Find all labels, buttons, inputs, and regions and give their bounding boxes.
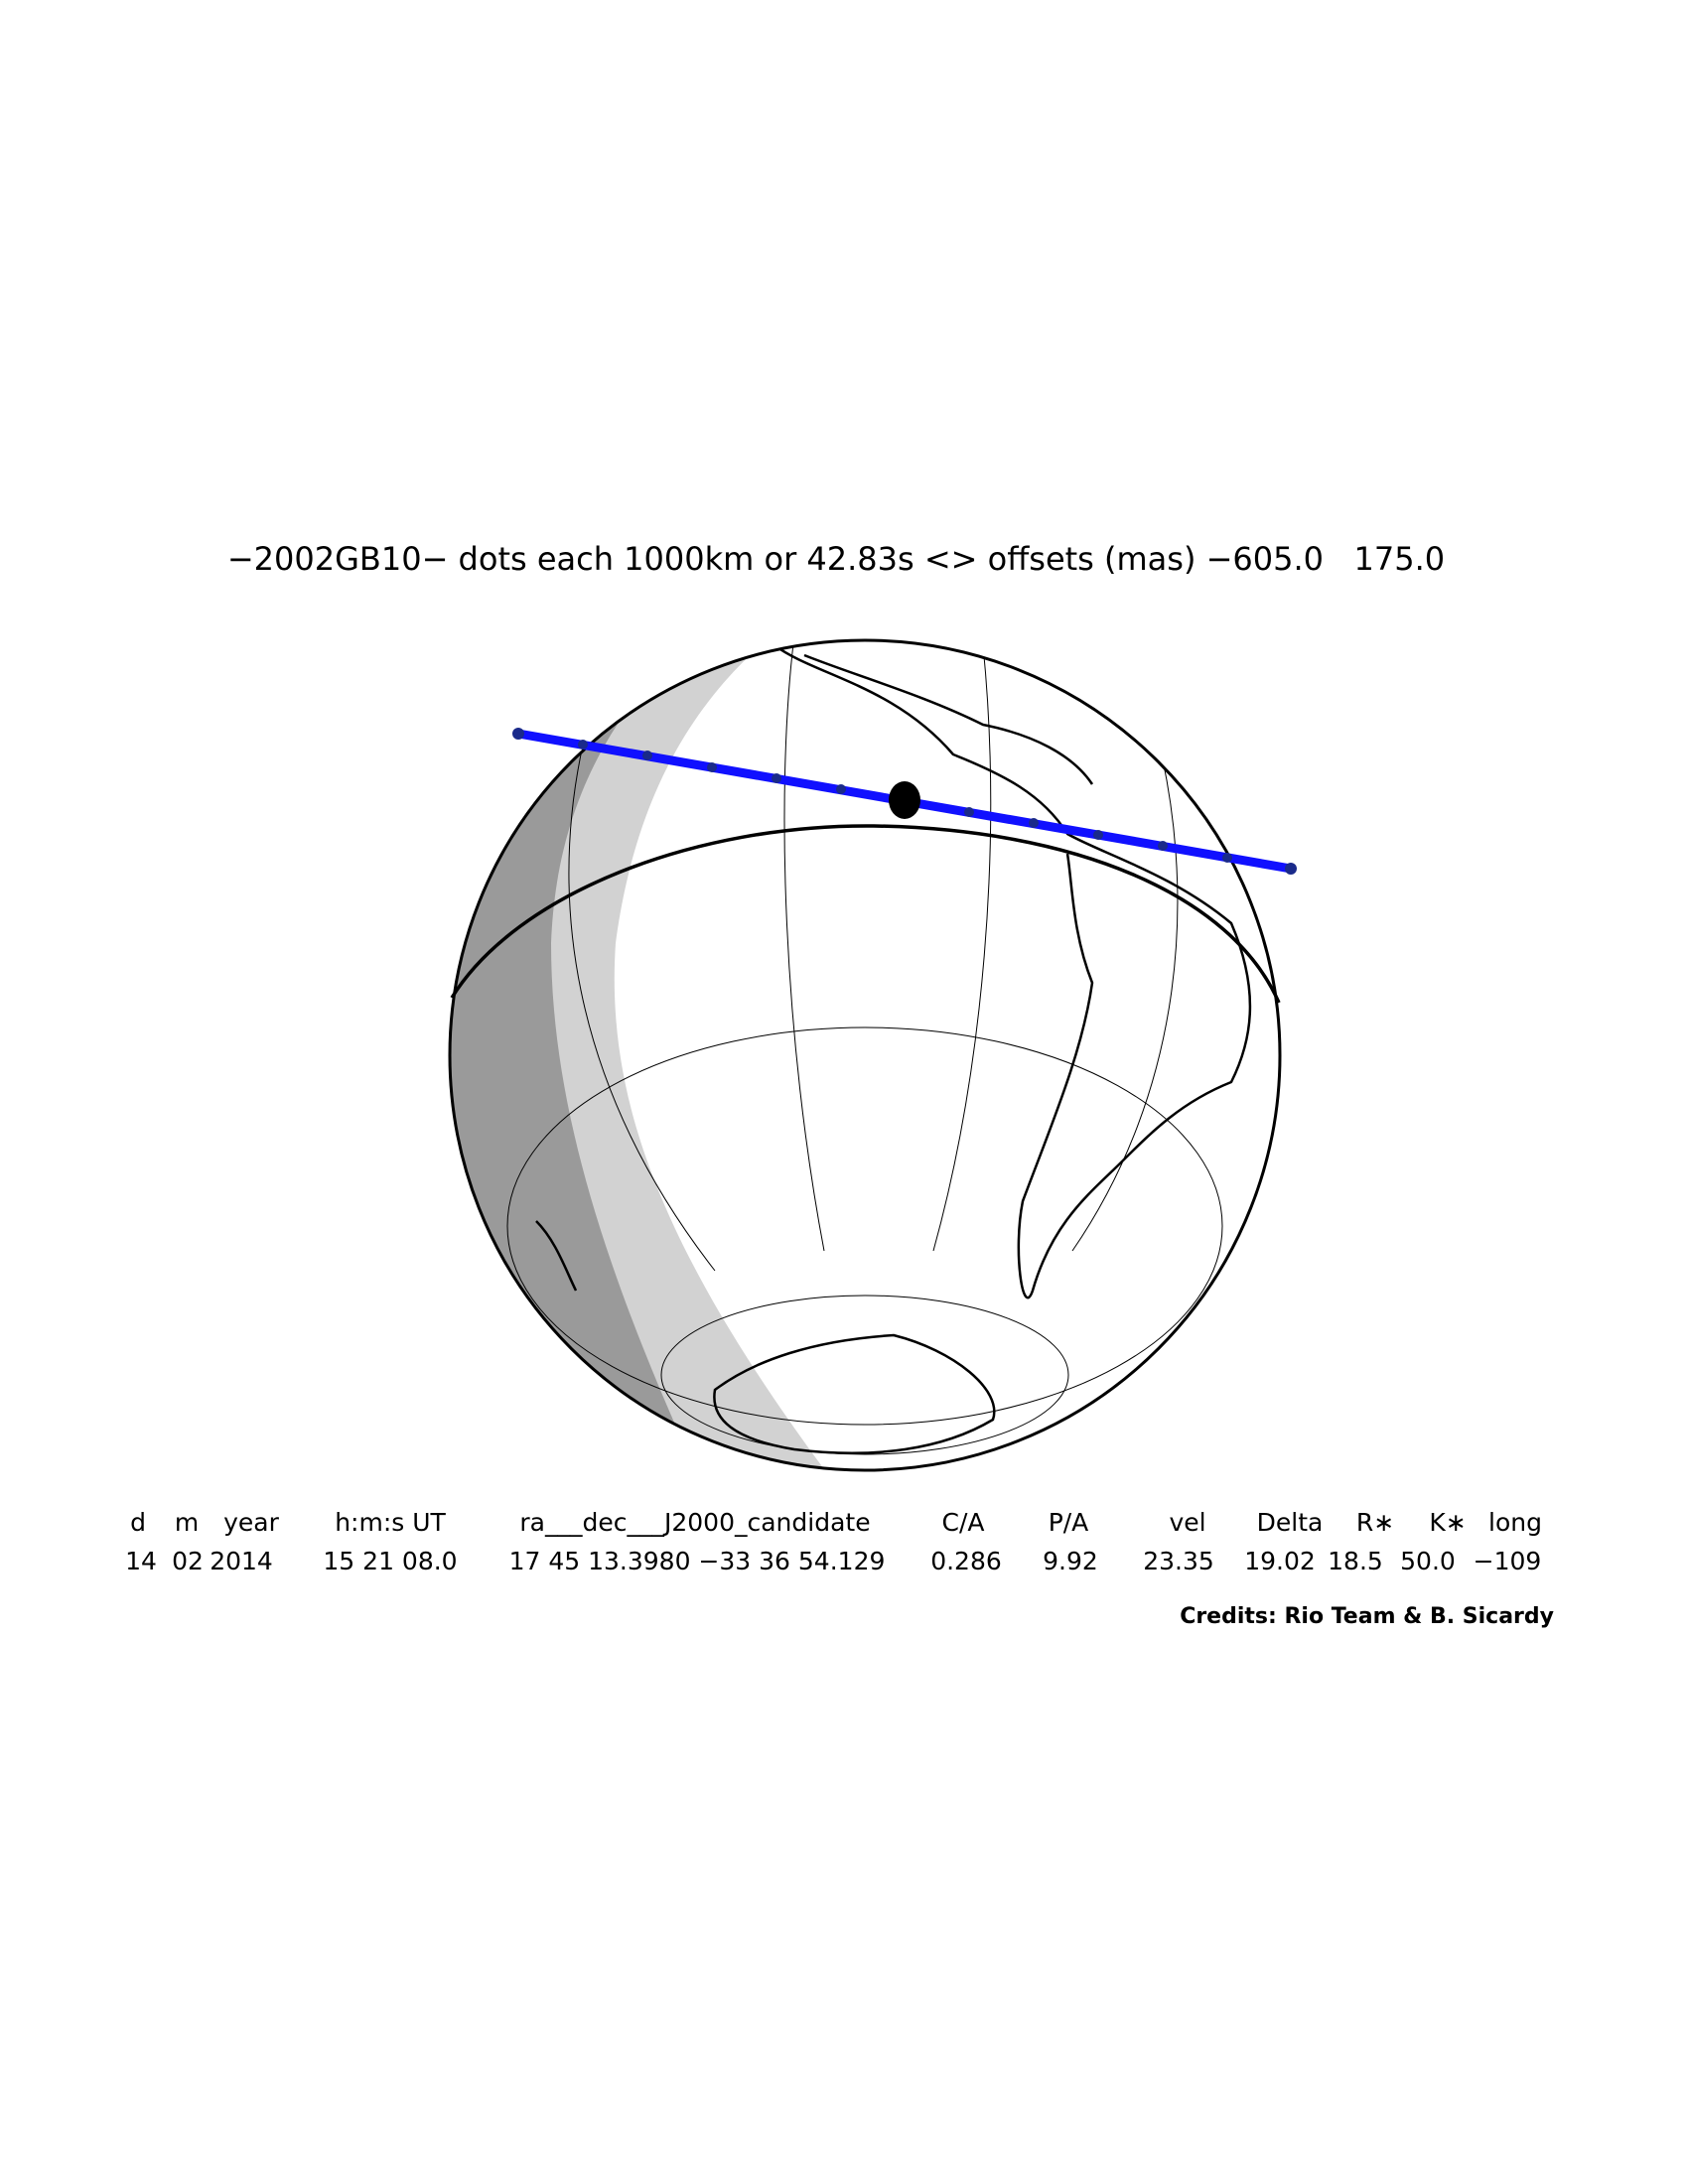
table-header: ra___dec___J2000_candidate bbox=[519, 1508, 870, 1537]
shadow-path bbox=[512, 728, 1297, 875]
table-header: year bbox=[223, 1508, 279, 1537]
table-cell: 19.02 bbox=[1244, 1547, 1316, 1575]
table-header: m bbox=[175, 1508, 199, 1537]
table-header: vel bbox=[1169, 1508, 1205, 1537]
table-header: h:m:s UT bbox=[335, 1508, 446, 1537]
table-cell: 9.92 bbox=[1043, 1547, 1098, 1575]
globe bbox=[448, 638, 1297, 1472]
central-instant bbox=[889, 781, 920, 819]
table-cell: 0.286 bbox=[930, 1547, 1002, 1575]
table-cell: 17 45 13.3980 −33 36 54.129 bbox=[509, 1547, 886, 1575]
table-header: K∗ bbox=[1429, 1508, 1466, 1537]
table-cell: 50.0 bbox=[1400, 1547, 1456, 1575]
table-header: P/A bbox=[1049, 1508, 1089, 1537]
table-cell: 2014 bbox=[210, 1547, 273, 1575]
map-title: −2002GB10− dots each 1000km or 42.83s <>… bbox=[227, 540, 1445, 578]
table-cell: 15 21 08.0 bbox=[323, 1547, 457, 1575]
table-cell: 02 bbox=[172, 1547, 204, 1575]
table-header: R∗ bbox=[1356, 1508, 1394, 1537]
graticule bbox=[506, 640, 1223, 1455]
table-cell: 23.35 bbox=[1143, 1547, 1214, 1575]
table-header: Delta bbox=[1257, 1508, 1324, 1537]
terminator bbox=[450, 824, 1281, 1004]
event-table: d m year h:m:s UT ra___dec___J2000_candidate… bbox=[125, 1508, 1542, 1575]
table-cell: 18.5 bbox=[1328, 1547, 1383, 1575]
globe-limb bbox=[448, 638, 1282, 1472]
coastlines bbox=[535, 643, 1252, 1454]
credits: Credits: Rio Team & B. Sicardy bbox=[1180, 1604, 1554, 1629]
table-header: long bbox=[1488, 1508, 1542, 1537]
table-cell: −109 bbox=[1474, 1547, 1542, 1575]
table-header: d bbox=[130, 1508, 146, 1537]
table-header: C/A bbox=[942, 1508, 985, 1537]
table-cell: 14 bbox=[125, 1547, 157, 1575]
